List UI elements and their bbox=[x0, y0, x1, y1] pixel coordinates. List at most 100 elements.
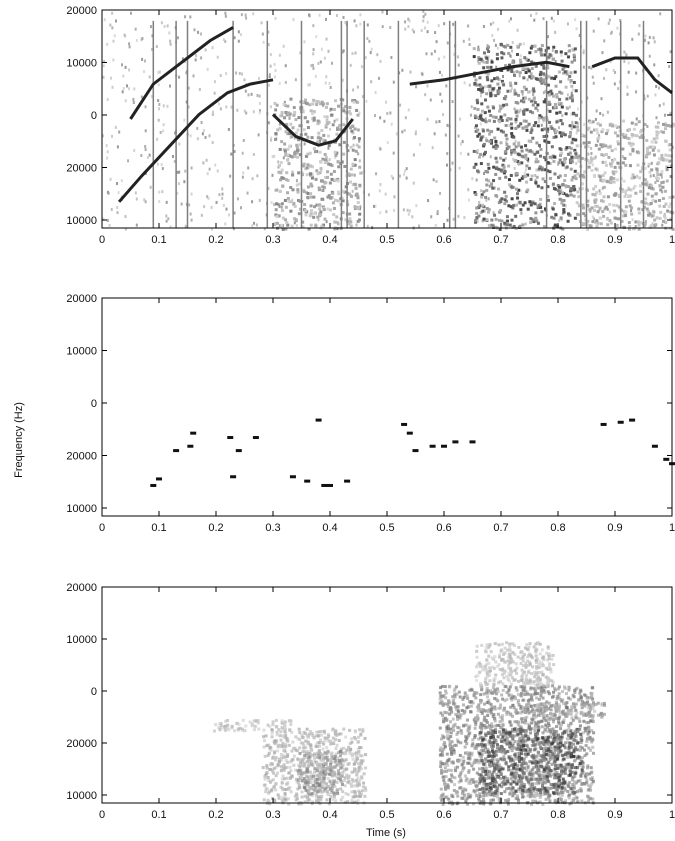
energy-cell bbox=[475, 758, 479, 762]
speckle bbox=[378, 189, 381, 193]
speckle bbox=[406, 208, 409, 212]
energy-cell bbox=[317, 749, 321, 753]
energy-cell bbox=[445, 761, 449, 765]
energy-cell bbox=[477, 773, 481, 777]
energy-cell bbox=[568, 793, 572, 797]
noise-cell bbox=[323, 153, 327, 157]
energy-cell bbox=[468, 724, 472, 728]
noise-cell bbox=[661, 185, 665, 189]
noise-cell bbox=[286, 132, 290, 136]
noise-cell bbox=[501, 163, 505, 167]
energy-cell bbox=[478, 795, 482, 799]
speckle bbox=[471, 177, 474, 181]
noise-cell bbox=[488, 84, 492, 88]
energy-cell bbox=[352, 767, 356, 771]
speckle bbox=[247, 93, 250, 97]
speckle bbox=[379, 183, 382, 187]
energy-cell bbox=[291, 740, 295, 744]
energy-cell bbox=[453, 743, 457, 747]
speckle bbox=[384, 192, 387, 196]
noise-cell bbox=[509, 117, 513, 121]
noise-cell bbox=[295, 183, 299, 187]
energy-cell bbox=[539, 691, 543, 695]
x-tick-label: 0.5 bbox=[379, 234, 394, 246]
energy-cell bbox=[334, 729, 338, 733]
energy-cell bbox=[494, 741, 498, 745]
energy-cell bbox=[264, 734, 268, 738]
noise-cell bbox=[514, 110, 518, 114]
noise-cell bbox=[649, 201, 653, 205]
speckle bbox=[315, 35, 318, 39]
noise-cell bbox=[640, 134, 644, 138]
speckle bbox=[602, 113, 605, 117]
energy-cell bbox=[464, 800, 468, 804]
energy-cell bbox=[506, 777, 510, 781]
speckle bbox=[243, 109, 246, 113]
speckle bbox=[282, 156, 285, 160]
energy-cell bbox=[479, 693, 483, 697]
speckle bbox=[112, 58, 115, 62]
noise-cell bbox=[555, 224, 559, 228]
noise-cell bbox=[529, 99, 533, 103]
noise-cell bbox=[351, 162, 355, 166]
energy-cell bbox=[451, 795, 455, 799]
noise-cell bbox=[512, 203, 516, 207]
noise-cell bbox=[493, 77, 497, 81]
energy-cell bbox=[350, 754, 354, 758]
energy-cell bbox=[310, 792, 314, 796]
speckle bbox=[404, 27, 407, 31]
energy-cell bbox=[509, 790, 513, 794]
speckle bbox=[651, 222, 654, 226]
energy-cell bbox=[511, 791, 515, 795]
noise-cell bbox=[518, 224, 522, 228]
noise-cell bbox=[671, 122, 675, 126]
energy-cell bbox=[346, 800, 350, 804]
energy-cell bbox=[319, 758, 323, 762]
energy-cell bbox=[283, 787, 287, 791]
noise-cell bbox=[663, 214, 667, 218]
speckle bbox=[359, 13, 362, 17]
noise-cell bbox=[536, 221, 540, 225]
energy-cell bbox=[262, 735, 266, 739]
speckle bbox=[189, 15, 192, 19]
energy-cell bbox=[337, 777, 341, 781]
energy-cell bbox=[489, 802, 493, 806]
energy-cell bbox=[516, 722, 520, 726]
speckle bbox=[162, 129, 165, 133]
energy-cell bbox=[330, 786, 334, 790]
speckle bbox=[491, 34, 494, 38]
noise-cell bbox=[498, 109, 502, 113]
noise-cell bbox=[614, 170, 618, 174]
spectral-trace bbox=[271, 113, 354, 147]
energy-cell bbox=[319, 798, 323, 802]
speckle bbox=[424, 93, 427, 97]
energy-cell bbox=[439, 765, 443, 769]
noise-cell bbox=[592, 209, 596, 213]
energy-cell bbox=[329, 760, 333, 764]
noise-cell bbox=[493, 136, 497, 140]
energy-cell bbox=[446, 784, 450, 788]
energy-cell bbox=[526, 707, 530, 711]
energy-cell bbox=[493, 690, 497, 694]
noise-cell bbox=[631, 149, 635, 153]
energy-cell bbox=[470, 744, 474, 748]
energy-cell bbox=[552, 694, 556, 698]
energy-cell bbox=[583, 782, 587, 786]
noise-cell bbox=[660, 153, 664, 157]
noise-cell bbox=[612, 203, 616, 207]
noise-cell bbox=[353, 158, 357, 162]
noise-cell bbox=[503, 198, 507, 202]
energy-cell bbox=[301, 743, 305, 747]
noise-cell bbox=[514, 117, 518, 121]
speckle bbox=[267, 121, 270, 125]
energy-cell bbox=[355, 757, 359, 761]
noise-cell bbox=[282, 176, 286, 180]
speckle bbox=[325, 75, 328, 79]
energy-cell bbox=[306, 778, 310, 782]
speckle bbox=[483, 85, 486, 89]
noise-cell bbox=[630, 133, 634, 137]
energy-cell bbox=[521, 759, 525, 763]
noise-cell bbox=[557, 175, 561, 179]
noise-cell bbox=[518, 178, 522, 182]
energy-cell bbox=[445, 752, 449, 756]
